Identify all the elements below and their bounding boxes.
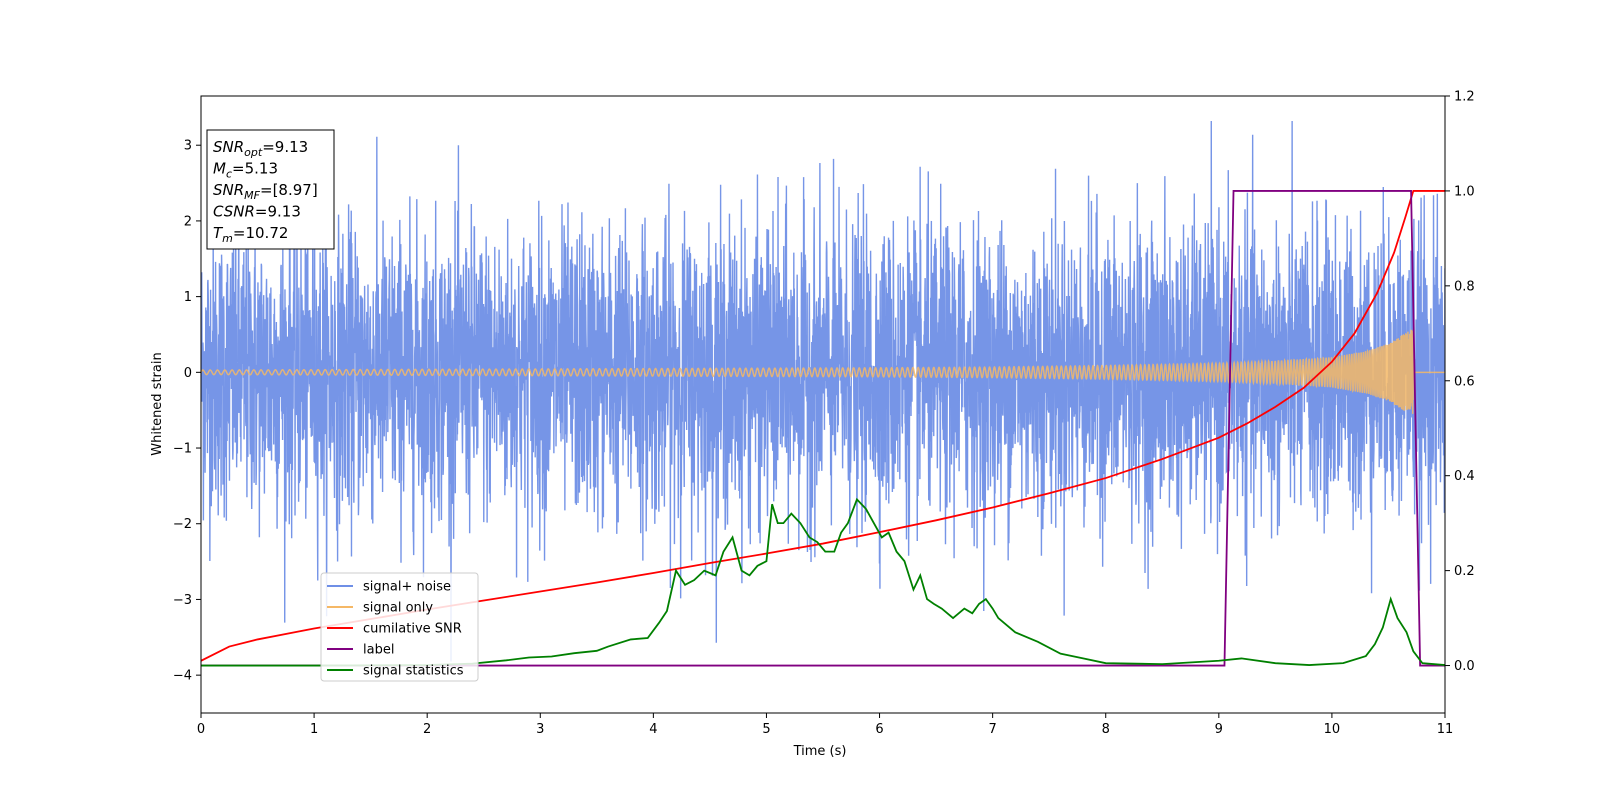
- y-tick-label: −3: [173, 593, 192, 608]
- info-subscript: c: [226, 168, 232, 181]
- x-tick-label: 6: [875, 722, 883, 737]
- series-label: [201, 190, 1445, 667]
- x-tick-label: 5: [762, 722, 770, 737]
- x-tick-label: 3: [536, 722, 544, 737]
- info-symbol: T: [213, 224, 224, 242]
- y2-tick-label: 1.0: [1454, 184, 1475, 199]
- info-symbol: SNR: [213, 138, 244, 156]
- info-box-frame: [206, 129, 335, 250]
- y-tick-label: 2: [184, 214, 192, 229]
- info-value: =5.13: [232, 160, 278, 178]
- y-tick-label: −4: [173, 669, 192, 684]
- x-axis-label: Time (s): [793, 744, 847, 759]
- x-tick-label: 8: [1102, 722, 1110, 737]
- series-signal-only: [201, 329, 1445, 414]
- legend-entry: signal+ noise: [363, 580, 451, 595]
- info-line: SNRMF=[8.97]: [213, 181, 318, 202]
- info-value: =9.13: [255, 203, 301, 221]
- y-tick-label: 3: [184, 139, 192, 154]
- legend-frame: [320, 572, 479, 682]
- info-subscript: m: [222, 232, 233, 245]
- y2-tick-label: 0.0: [1454, 659, 1475, 674]
- x-tick-label: 9: [1215, 722, 1223, 737]
- info-value: =9.13: [262, 138, 308, 156]
- y2-tick-label: 0.4: [1454, 469, 1475, 484]
- x-tick-label: 4: [649, 722, 657, 737]
- info-value: =[8.97]: [260, 181, 318, 199]
- x-tick-label: 7: [988, 722, 996, 737]
- y-tick-label: 1: [184, 290, 192, 305]
- y2-tick-label: 0.2: [1454, 564, 1475, 579]
- ticks-layer: 0 1 2 3 4 5 6 7 8 9 10 11 −4 −3 −2 −1 0 1 2 3 0.0 0.2 0.4 0.6 0.…: [173, 90, 1475, 738]
- y2-tick-label: 1.2: [1454, 90, 1475, 105]
- x-tick-label: 1: [310, 722, 318, 737]
- y2-tick-label: 0.8: [1454, 279, 1475, 294]
- y2-tick-label: 0.6: [1454, 374, 1475, 389]
- x-tick-label: 10: [1324, 722, 1341, 737]
- info-subscript: opt: [244, 146, 263, 159]
- y-tick-label: 0: [184, 366, 192, 381]
- info-line: Tm=10.72: [213, 224, 288, 245]
- info-symbol: SNR: [213, 181, 244, 199]
- series-signal-noise: [201, 120, 1445, 662]
- y-tick-label: −2: [173, 517, 192, 532]
- legend-entry: cumilative SNR: [363, 622, 462, 637]
- info-value: =10.72: [233, 224, 289, 242]
- y-tick-label: −1: [173, 442, 192, 457]
- info-symbol: CSNR: [213, 203, 255, 221]
- legend: signal+ noise signal only cumilative SNR la…: [320, 572, 479, 682]
- info-box: SNRopt=9.13Mc=5.13SNRMF=[8.97]CSNR=9.13T…: [206, 129, 335, 250]
- legend-entry: signal only: [363, 601, 433, 616]
- info-line: CSNR=9.13: [213, 203, 301, 221]
- x-tick-label: 11: [1437, 722, 1454, 737]
- legend-entry: signal statistics: [363, 664, 464, 679]
- info-subscript: MF: [244, 189, 260, 202]
- info-line: SNRopt=9.13: [213, 138, 308, 159]
- info-line: Mc=5.13: [213, 160, 278, 181]
- x-tick-label: 2: [423, 722, 431, 737]
- legend-entry: label: [363, 643, 394, 658]
- x-tick-label: 0: [197, 722, 205, 737]
- series-signal-statistics: [201, 497, 1445, 667]
- y-axis-label: Whitened strain: [150, 352, 165, 455]
- info-symbol: M: [213, 160, 226, 178]
- plot-frame: [200, 95, 1446, 714]
